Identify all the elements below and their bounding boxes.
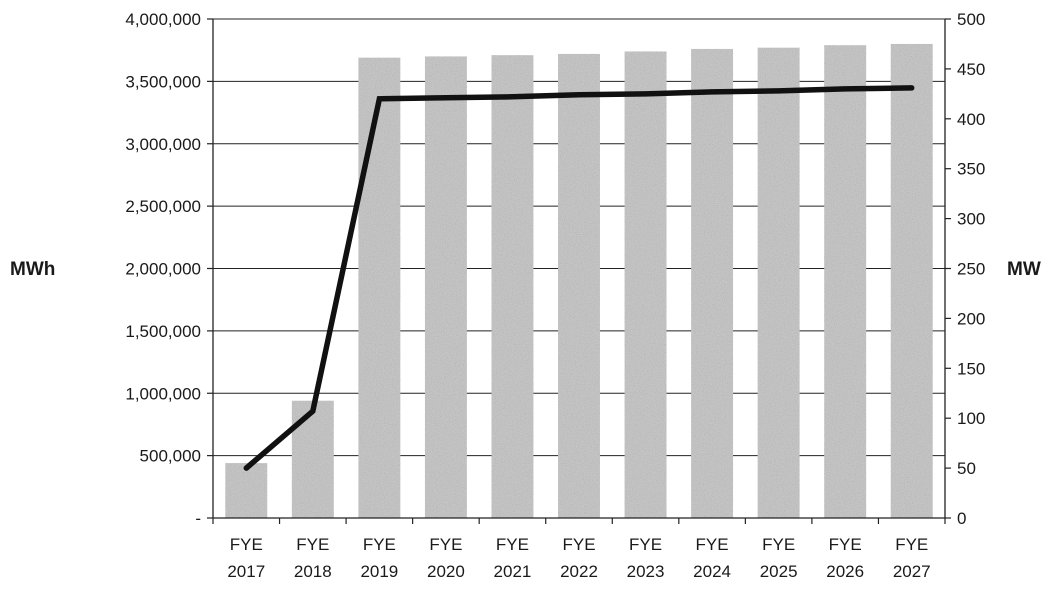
- y-tick-label-right: 50: [957, 459, 976, 478]
- x-tick-label-line: FYE: [895, 535, 928, 554]
- x-tick-label-line: 2024: [693, 562, 731, 581]
- x-tick-label: FYE 2024: [693, 535, 731, 581]
- y-tick-label-left: 2,000,000: [125, 260, 201, 279]
- y-axis-title-left: MWh: [10, 259, 55, 280]
- tick-labels: - 500,000 1,000,000 1,500,000 2,000,000 2,500…: [125, 10, 985, 581]
- y-tick-label-right: 350: [957, 160, 985, 179]
- y-tick-label-right: 400: [957, 110, 985, 129]
- x-tick-label-line: FYE: [562, 535, 595, 554]
- y-tick-label-left: 3,000,000: [125, 135, 201, 154]
- axes: [207, 18, 951, 524]
- x-tick-label-line: 2018: [294, 562, 332, 581]
- x-tick-label: FYE 2027: [893, 535, 931, 581]
- x-tick-label: FYE 2021: [494, 535, 532, 581]
- x-tick-label-line: FYE: [429, 535, 462, 554]
- x-tick-label-line: 2017: [227, 562, 265, 581]
- x-tick-label-line: FYE: [230, 535, 263, 554]
- bar: [824, 45, 867, 518]
- x-tick-label-line: FYE: [829, 535, 862, 554]
- y-axis-title-right: MW: [1007, 259, 1041, 280]
- y-tick-label-left: 1,500,000: [125, 322, 201, 341]
- x-tick-label-line: 2023: [627, 562, 665, 581]
- x-tick-label-line: 2026: [826, 562, 864, 581]
- line-series: [243, 85, 915, 471]
- x-tick-label-line: FYE: [296, 535, 329, 554]
- bar: [691, 48, 734, 518]
- x-tick-label-line: 2019: [360, 562, 398, 581]
- y-tick-label-right: 100: [957, 409, 985, 428]
- x-tick-label-line: 2027: [893, 562, 931, 581]
- bar: [424, 56, 467, 519]
- mw-line: [243, 85, 915, 471]
- bar: [225, 463, 268, 518]
- x-tick-label-line: FYE: [363, 535, 396, 554]
- y-tick-label-right: 450: [957, 60, 985, 79]
- x-tick-label: FYE 2019: [360, 535, 398, 581]
- bar: [558, 53, 600, 519]
- bar: [491, 55, 534, 519]
- x-tick-label-line: FYE: [696, 535, 729, 554]
- x-tick-label-line: FYE: [496, 535, 529, 554]
- y-tick-label-right: 250: [957, 260, 985, 279]
- x-tick-label-line: 2020: [427, 562, 465, 581]
- x-tick-label-line: FYE: [762, 535, 795, 554]
- y-tick-label-left: -: [195, 509, 201, 528]
- x-tick-label: FYE 2022: [560, 535, 598, 581]
- y-tick-label-left: 4,000,000: [125, 10, 201, 29]
- x-tick-label-line: 2022: [560, 562, 598, 581]
- bar: [624, 51, 667, 519]
- y-tick-label-left: 1,000,000: [125, 384, 201, 403]
- x-tick-label: FYE 2023: [627, 535, 665, 581]
- x-tick-label-line: FYE: [629, 535, 662, 554]
- x-tick-label: FYE 2025: [760, 535, 798, 581]
- x-tick-label: FYE 2026: [826, 535, 864, 581]
- y-tick-label-right: 150: [957, 359, 985, 378]
- y-tick-label-left: 3,500,000: [125, 72, 201, 91]
- bar: [757, 47, 800, 518]
- bar: [358, 57, 401, 519]
- y-tick-label-left: 2,500,000: [125, 197, 201, 216]
- bar: [890, 43, 933, 518]
- bar: [291, 400, 334, 518]
- x-tick-label-line: 2025: [760, 562, 798, 581]
- x-tick-label: FYE 2017: [227, 535, 265, 581]
- y-tick-label-left: 500,000: [140, 447, 201, 466]
- y-tick-label-right: 200: [957, 309, 985, 328]
- x-tick-label-line: 2021: [494, 562, 532, 581]
- y-tick-label-right: 500: [957, 10, 985, 29]
- y-tick-label-right: 0: [957, 509, 966, 528]
- bar-series: [225, 43, 933, 519]
- x-tick-label: FYE 2020: [427, 535, 465, 581]
- x-tick-label: FYE 2018: [294, 535, 332, 581]
- y-tick-label-right: 300: [957, 210, 985, 229]
